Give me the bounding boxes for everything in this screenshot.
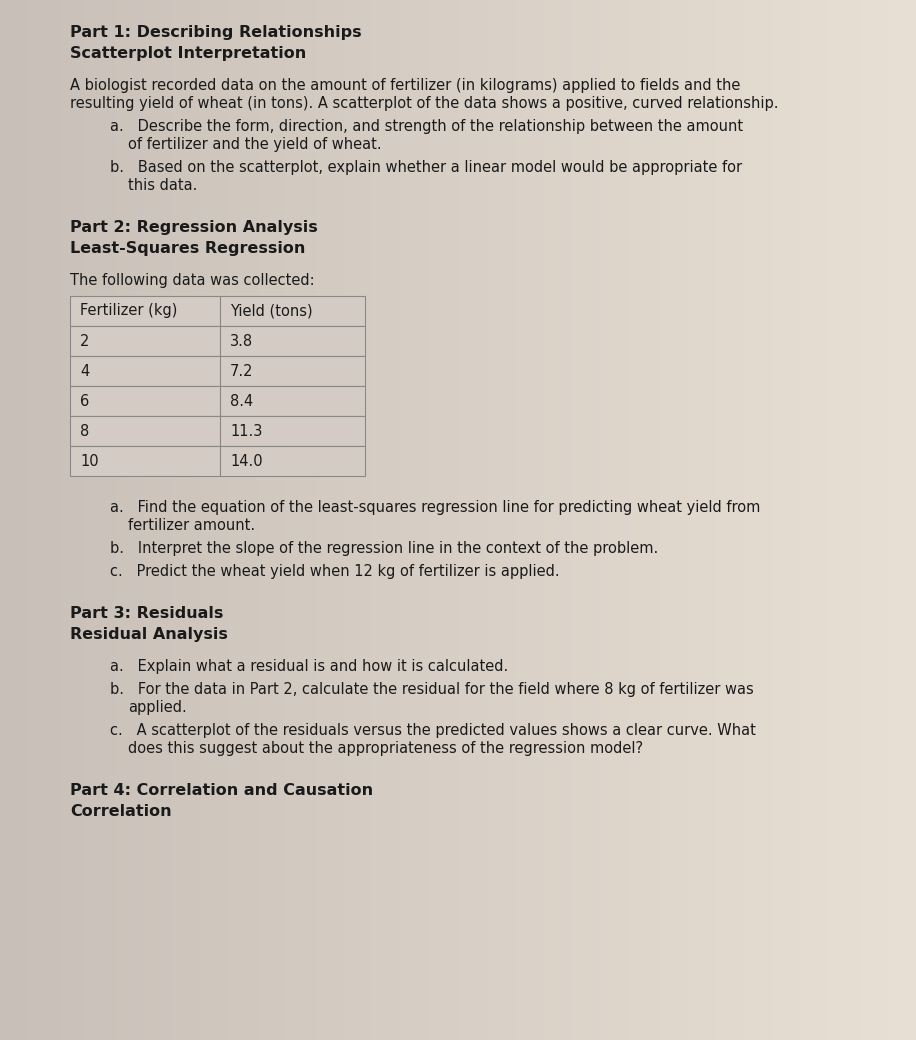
Text: 8.4: 8.4	[230, 393, 253, 409]
Text: resulting yield of wheat (in tons). A scatterplot of the data shows a positive, : resulting yield of wheat (in tons). A sc…	[70, 96, 779, 111]
Bar	[220, 356, 365, 386]
Text: a.   Explain what a residual is and how it is calculated.: a. Explain what a residual is and how it…	[110, 659, 508, 674]
Bar	[220, 326, 365, 356]
Text: Part 4: Correlation and Causation: Part 4: Correlation and Causation	[70, 783, 373, 798]
Text: does this suggest about the appropriateness of the regression model?: does this suggest about the appropriaten…	[128, 740, 643, 756]
Text: 4: 4	[80, 364, 89, 379]
Text: Residual Analysis: Residual Analysis	[70, 627, 228, 642]
Text: 14.0: 14.0	[230, 453, 263, 468]
Text: Part 2: Regression Analysis: Part 2: Regression Analysis	[70, 220, 318, 235]
Text: 10: 10	[80, 453, 99, 468]
Text: b.   For the data in Part 2, calculate the residual for the field where 8 kg of : b. For the data in Part 2, calculate the…	[110, 682, 754, 697]
Bar	[70, 446, 220, 476]
Bar	[70, 326, 220, 356]
Text: Scatterplot Interpretation: Scatterplot Interpretation	[70, 46, 306, 61]
Text: The following data was collected:: The following data was collected:	[70, 272, 314, 288]
Text: c.   A scatterplot of the residuals versus the predicted values shows a clear cu: c. A scatterplot of the residuals versus…	[110, 723, 756, 738]
Text: 2: 2	[80, 334, 90, 348]
Text: a.   Describe the form, direction, and strength of the relationship between the : a. Describe the form, direction, and str…	[110, 119, 743, 134]
Text: b.   Based on the scatterplot, explain whether a linear model would be appropria: b. Based on the scatterplot, explain whe…	[110, 160, 742, 175]
Bar	[70, 356, 220, 386]
Text: 8: 8	[80, 423, 89, 439]
Text: a.   Find the equation of the least-squares regression line for predicting wheat: a. Find the equation of the least-square…	[110, 500, 760, 515]
Text: Part 3: Residuals: Part 3: Residuals	[70, 606, 224, 621]
Text: 11.3: 11.3	[230, 423, 262, 439]
Text: fertilizer amount.: fertilizer amount.	[128, 518, 256, 532]
Bar	[70, 296, 220, 326]
Bar	[70, 416, 220, 446]
Text: Part 1: Describing Relationships: Part 1: Describing Relationships	[70, 25, 362, 40]
Text: 6: 6	[80, 393, 89, 409]
Text: 7.2: 7.2	[230, 364, 254, 379]
Text: applied.: applied.	[128, 700, 187, 716]
Text: Fertilizer (kg): Fertilizer (kg)	[80, 304, 178, 318]
Bar	[70, 386, 220, 416]
Bar	[220, 446, 365, 476]
Text: 3.8: 3.8	[230, 334, 253, 348]
Text: Correlation: Correlation	[70, 804, 171, 820]
Text: Yield (tons): Yield (tons)	[230, 304, 312, 318]
Bar	[220, 416, 365, 446]
Bar	[220, 296, 365, 326]
Text: A biologist recorded data on the amount of fertilizer (in kilograms) applied to : A biologist recorded data on the amount …	[70, 78, 740, 93]
Bar	[220, 386, 365, 416]
Text: of fertilizer and the yield of wheat.: of fertilizer and the yield of wheat.	[128, 137, 382, 152]
Text: Least-Squares Regression: Least-Squares Regression	[70, 241, 305, 256]
Text: c.   Predict the wheat yield when 12 kg of fertilizer is applied.: c. Predict the wheat yield when 12 kg of…	[110, 564, 560, 579]
Text: b.   Interpret the slope of the regression line in the context of the problem.: b. Interpret the slope of the regression…	[110, 541, 659, 556]
Text: this data.: this data.	[128, 178, 197, 193]
